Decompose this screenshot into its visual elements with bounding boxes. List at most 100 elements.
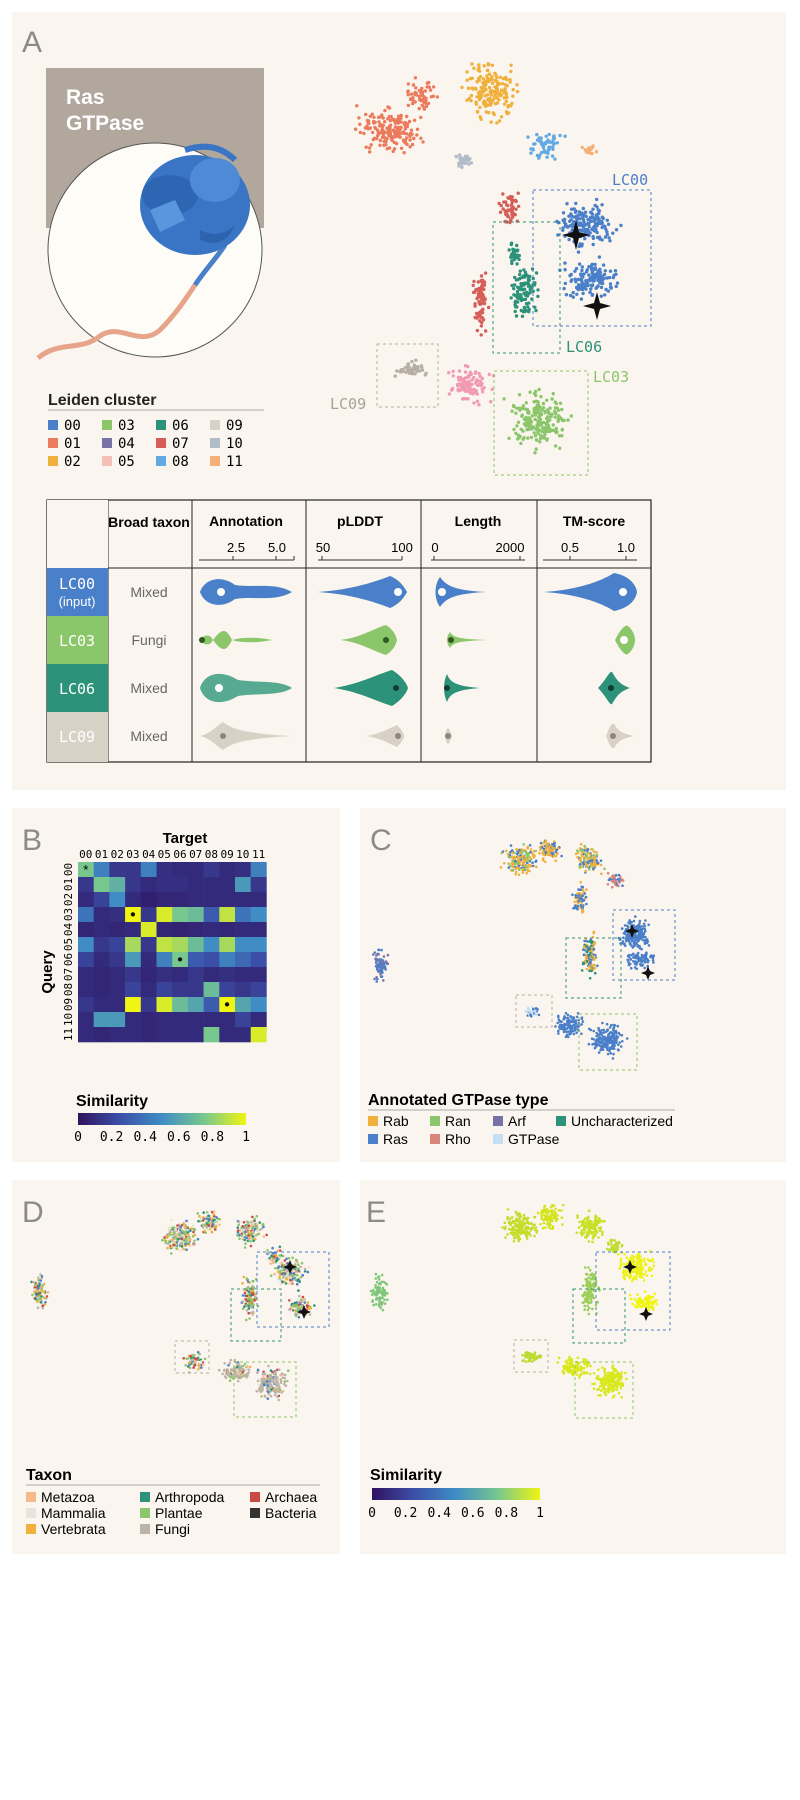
umap-point: [546, 842, 550, 845]
umap-point: [479, 279, 483, 283]
umap-point: [517, 873, 521, 876]
umap-point: [569, 414, 573, 418]
umap-point: [563, 134, 567, 138]
query-star-icon: [641, 966, 655, 980]
umap-point: [515, 243, 519, 248]
umap-point: [584, 282, 589, 286]
umap-point: [614, 1041, 618, 1045]
taxon-swatch: [26, 1492, 36, 1502]
umap-point: [509, 242, 513, 247]
umap-point: [596, 212, 600, 216]
umap-point: [512, 253, 517, 257]
heatmap-cell: [203, 907, 220, 923]
umap-point: [561, 226, 565, 230]
umap-point: [486, 97, 490, 102]
umap-point: [627, 939, 631, 943]
heatmap-cell: [156, 877, 173, 893]
umap-point: [393, 132, 397, 136]
panel-b-label: B: [22, 824, 42, 857]
umap-point: [530, 414, 534, 418]
umap-point: [633, 962, 637, 965]
umap-point: [521, 861, 525, 864]
umap-point: [482, 287, 486, 291]
umap-point: [511, 215, 515, 219]
umap-point: [560, 1025, 563, 1029]
umap-point: [37, 1287, 40, 1290]
umap-point: [457, 164, 461, 168]
heatmap-cell: [125, 877, 142, 893]
umap-point: [44, 1301, 47, 1304]
umap-point: [613, 876, 617, 879]
umap-point: [548, 851, 551, 855]
umap-point: [192, 1230, 195, 1234]
umap-point: [581, 291, 585, 296]
umap-point: [625, 1274, 629, 1277]
umap-point: [610, 1242, 613, 1246]
umap-point: [377, 962, 381, 966]
umap-point: [613, 1243, 616, 1247]
umap-point: [174, 1233, 178, 1237]
umap-point: [480, 387, 484, 391]
umap-point: [510, 409, 514, 413]
umap-point: [531, 861, 534, 864]
umap-point: [514, 872, 517, 876]
umap-point: [517, 1223, 520, 1226]
umap-point: [485, 103, 490, 107]
umap-point: [243, 1305, 246, 1308]
umap-point: [270, 1379, 274, 1383]
umap-point: [587, 265, 591, 269]
umap-point: [501, 192, 505, 196]
umap-point: [613, 1239, 617, 1242]
umap-point: [589, 961, 592, 964]
lc06-box: [565, 937, 622, 999]
lc06-box: [230, 1288, 282, 1342]
umap-point: [281, 1376, 285, 1379]
umap-point: [186, 1231, 190, 1234]
umap-point: [396, 134, 401, 138]
umap-point: [509, 296, 513, 300]
umap-point: [638, 928, 641, 931]
heatmap-cell: [187, 952, 204, 968]
umap-point: [241, 1300, 245, 1303]
umap-point: [605, 218, 609, 222]
umap-point: [243, 1246, 247, 1249]
umap-point: [534, 447, 538, 451]
umap-point: [536, 1008, 539, 1011]
umap-point: [597, 1226, 601, 1230]
umap-point: [521, 855, 524, 858]
umap-point: [517, 253, 521, 258]
umap-point: [510, 101, 514, 106]
umap-point: [176, 1224, 179, 1227]
row-lc09-taxon: Mixed: [130, 728, 167, 744]
row-lc00-taxon: Mixed: [130, 584, 167, 600]
umap-point: [590, 964, 594, 968]
umap-point: [508, 1217, 512, 1220]
umap-point: [594, 228, 598, 232]
umap-point: [652, 1260, 655, 1264]
umap-point: [590, 212, 595, 216]
umap-point: [571, 893, 574, 896]
umap-point: [601, 263, 606, 267]
umap-point: [283, 1377, 287, 1380]
umap-point: [517, 1234, 520, 1238]
umap-point: [591, 1223, 594, 1226]
heatmap-cell: [109, 877, 126, 893]
umap-point: [566, 1013, 570, 1017]
umap-point: [396, 125, 401, 130]
umap-point: [574, 285, 579, 290]
umap-point: [512, 198, 516, 203]
umap-point: [527, 307, 531, 312]
umap-point: [477, 311, 481, 315]
heatmap-cell: [219, 967, 236, 983]
umap-point: [366, 127, 370, 131]
umap-point: [227, 1364, 230, 1367]
umap-point: [606, 289, 611, 293]
umap-point: [550, 1217, 554, 1220]
umap-point: [546, 415, 550, 419]
umap-point: [539, 394, 543, 399]
umap-point: [582, 1219, 586, 1222]
umap-point: [170, 1226, 174, 1230]
umap-point: [303, 1270, 307, 1273]
umap-point: [588, 977, 592, 980]
umap-point: [529, 850, 532, 854]
